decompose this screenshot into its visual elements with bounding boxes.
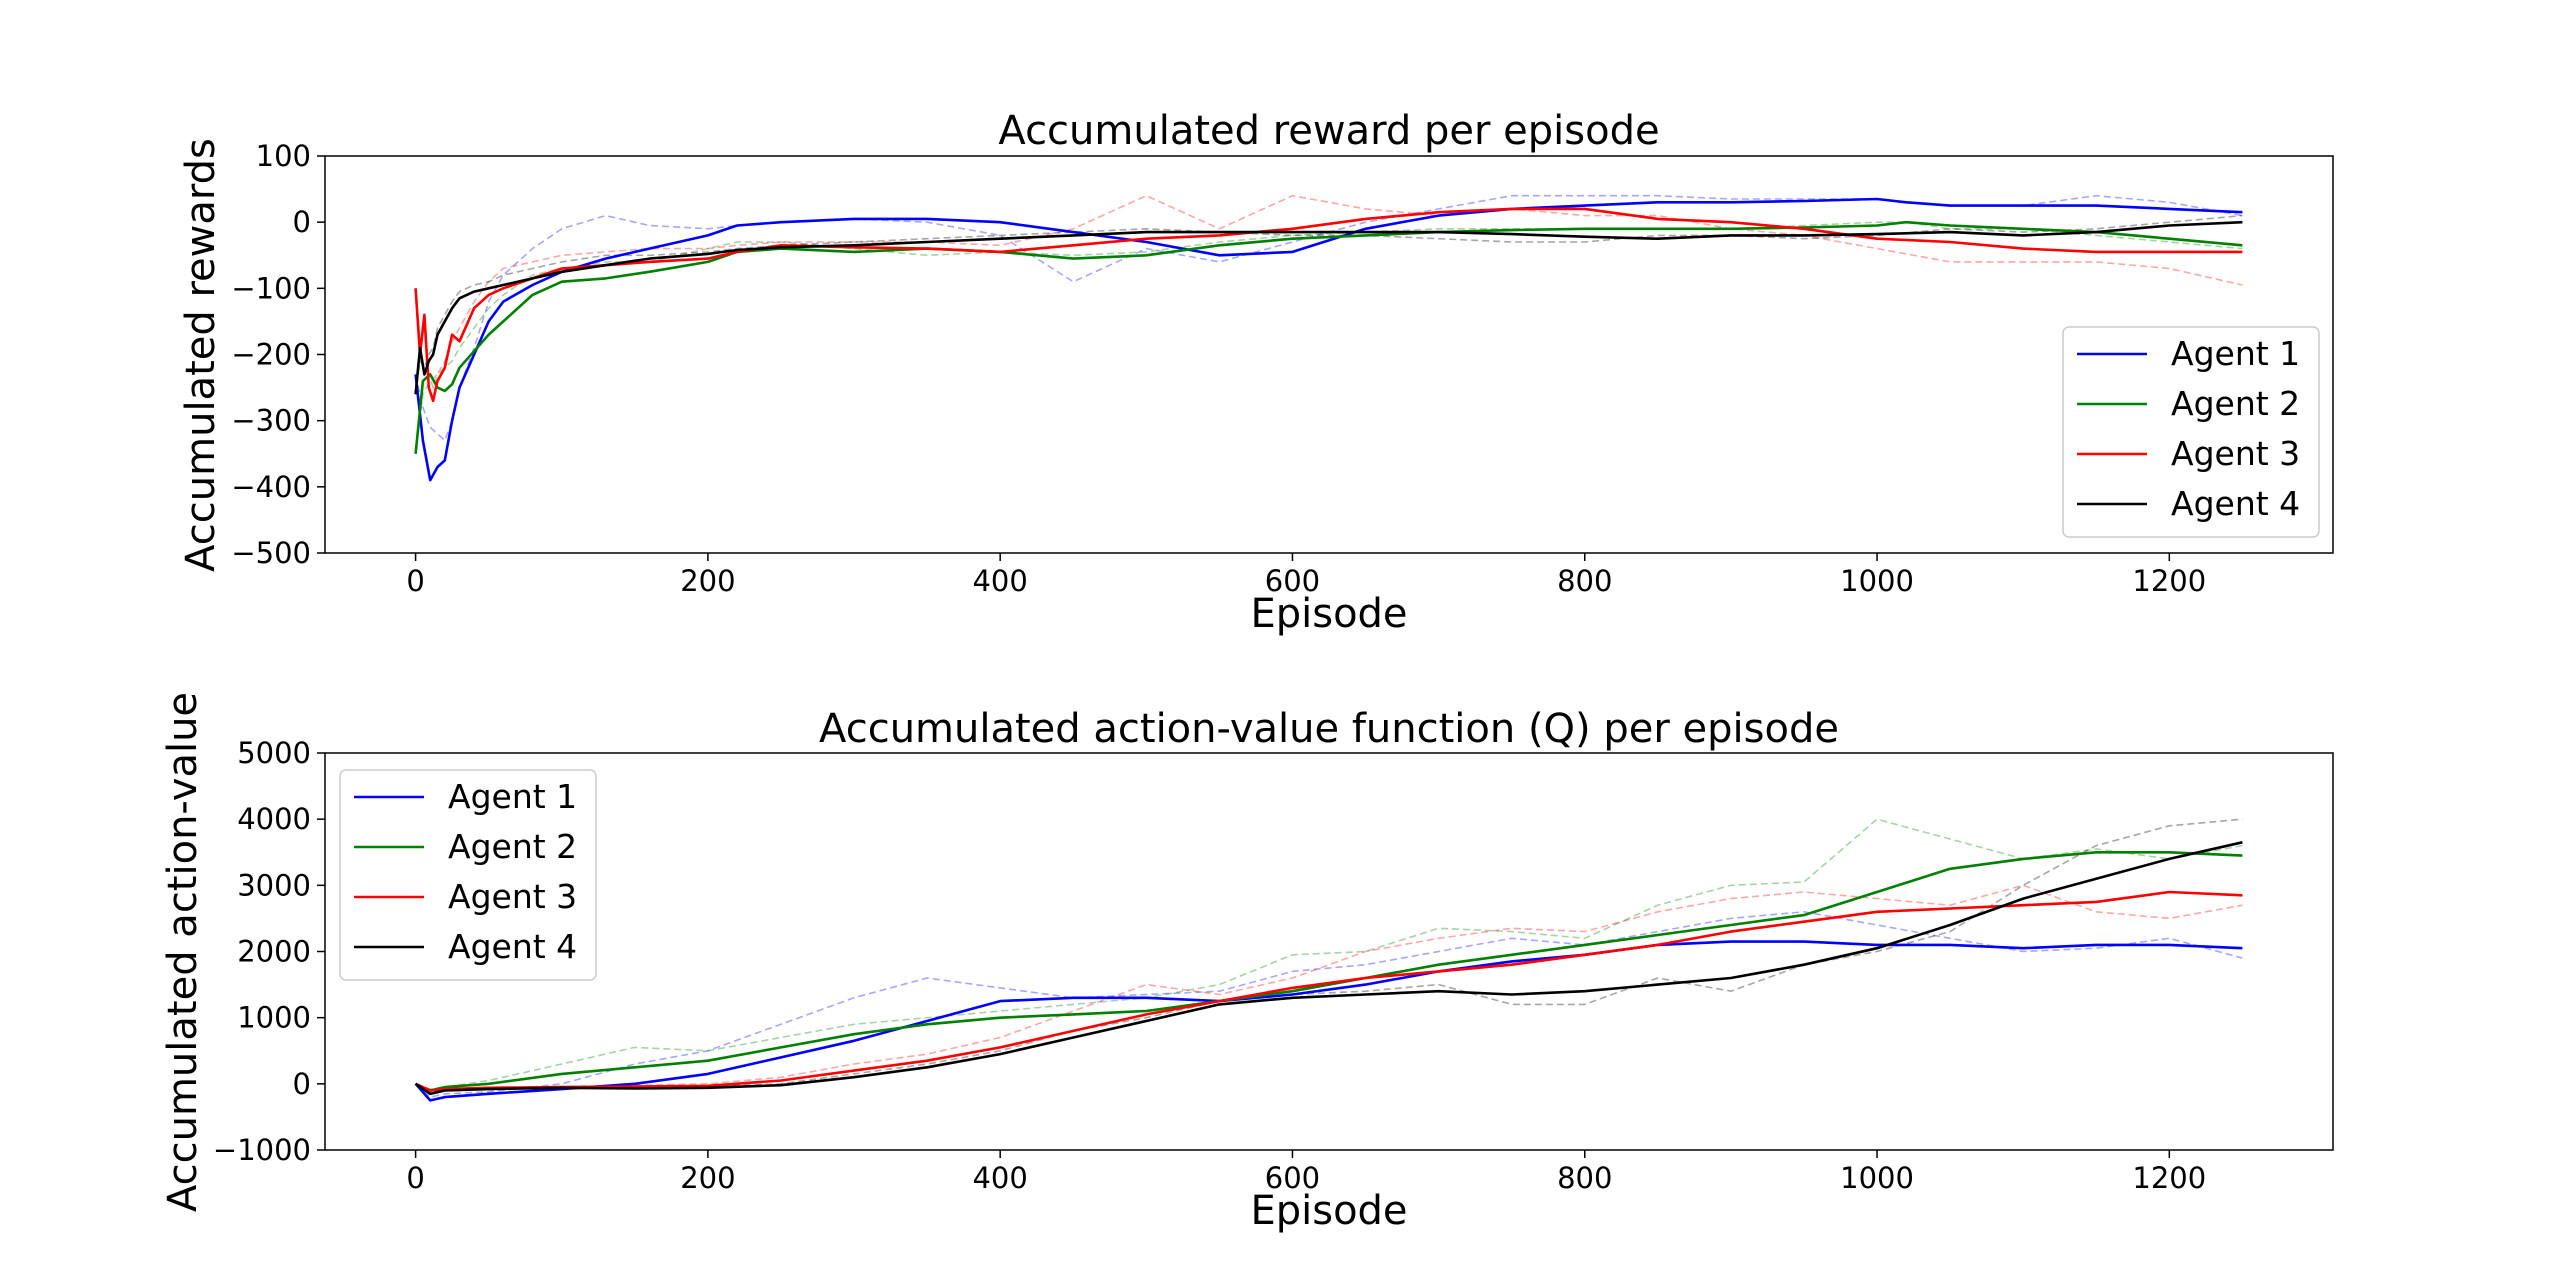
reward-chart-x-tick-label: 1200 — [2132, 564, 2206, 598]
q-value-chart-legend-label-2: Agent 2 — [448, 827, 577, 866]
q-value-chart-x-tick-label: 1000 — [1840, 1161, 1914, 1195]
reward-chart-legend-label-1: Agent 1 — [2171, 334, 2300, 373]
q-value-chart-y-tick-label: 0 — [293, 1067, 311, 1101]
reward-chart-x-tick-label: 1000 — [1840, 564, 1914, 598]
reward-chart-legend: Agent 1 Agent 2 Agent 3 Agent 4 — [2062, 326, 2320, 538]
q-value-chart-y-tick-label: 1000 — [237, 1001, 311, 1035]
q-value-chart-y-tick-label: 4000 — [237, 802, 311, 836]
q-value-chart-y-ticks: −1000 0 1000 2000 3000 4000 5000 — [213, 736, 325, 1167]
q-value-chart-x-axis-label: Episode — [1250, 1188, 1407, 1234]
reward-chart-y-tick-label: 0 — [293, 205, 311, 239]
q-value-chart-series-line-4 — [414, 841, 2243, 1096]
q-value-chart-raw-line-2 — [415, 818, 2243, 1090]
reward-chart-title: Accumulated reward per episode — [998, 108, 1659, 154]
reward-chart-y-tick-label: −500 — [231, 536, 311, 570]
reward-chart: Accumulated reward per episode 0 200 400 60… — [178, 108, 2334, 637]
q-value-chart-legend-label-4: Agent 4 — [448, 927, 577, 966]
reward-chart-series-line-4 — [414, 220, 2243, 395]
reward-chart-x-axis-label: Episode — [1250, 591, 1407, 637]
q-value-chart-y-axis-label: Accumulated action-value — [160, 692, 206, 1212]
reward-chart-x-ticks: 0 200 400 600 800 1000 1200 — [406, 553, 2206, 598]
q-value-chart-x-tick-label: 1200 — [2132, 1161, 2206, 1195]
q-value-chart-series-line-3 — [415, 890, 2243, 1092]
reward-chart-series-line-1 — [414, 197, 2243, 482]
q-value-chart-x-tick-label: 200 — [680, 1161, 735, 1195]
q-value-chart-x-tick-label: 600 — [1265, 1161, 1320, 1195]
reward-chart-legend-label-2: Agent 2 — [2171, 384, 2300, 423]
q-value-chart-y-tick-label: −1000 — [213, 1133, 311, 1167]
reward-chart-y-tick-label: −200 — [231, 338, 311, 372]
reward-chart-y-axis-label: Accumulated rewards — [178, 138, 224, 572]
q-value-chart-x-tick-label: 800 — [1557, 1161, 1612, 1195]
reward-chart-raw-line-2 — [414, 221, 2243, 454]
q-value-chart-raw-line-1 — [415, 910, 2243, 1098]
reward-chart-x-tick-label: 200 — [680, 564, 735, 598]
q-value-chart-legend: Agent 1 Agent 2 Agent 3 Agent 4 — [339, 769, 597, 981]
q-value-chart: Accumulated action-value function (Q) pe… — [160, 692, 2334, 1234]
reward-chart-x-tick-label: 400 — [972, 564, 1027, 598]
q-value-chart-title: Accumulated action-value function (Q) pe… — [819, 706, 1839, 752]
reward-chart-x-tick-label: 600 — [1265, 564, 1320, 598]
q-value-chart-series-line-2 — [415, 850, 2243, 1092]
q-value-chart-y-tick-label: 5000 — [237, 736, 311, 770]
reward-chart-legend-label-3: Agent 3 — [2171, 434, 2300, 473]
q-value-chart-x-tick-label: 400 — [972, 1161, 1027, 1195]
reward-chart-y-ticks: −500 −400 −300 −200 −100 0 100 — [231, 139, 325, 570]
reward-chart-series — [414, 197, 2243, 482]
q-value-chart-x-tick-label: 0 — [406, 1161, 424, 1195]
reward-chart-raw-line-3 — [414, 194, 2243, 391]
reward-chart-legend-label-4: Agent 4 — [2171, 484, 2300, 523]
reward-chart-raw-line-4 — [414, 214, 2243, 395]
reward-chart-y-tick-label: −100 — [231, 271, 311, 305]
reward-chart-legend-box — [2062, 326, 2320, 538]
reward-chart-series-line-3 — [414, 207, 2243, 403]
q-value-chart-legend-label-3: Agent 3 — [448, 877, 577, 916]
q-value-chart-y-tick-label: 3000 — [237, 868, 311, 902]
q-value-chart-legend-label-1: Agent 1 — [448, 777, 577, 816]
q-value-chart-y-tick-label: 2000 — [237, 935, 311, 969]
reward-chart-x-tick-label: 0 — [406, 564, 424, 598]
reward-chart-x-tick-label: 800 — [1557, 564, 1612, 598]
reward-chart-y-tick-label: −300 — [231, 404, 311, 438]
q-value-chart-legend-box — [339, 769, 597, 981]
reward-chart-y-tick-label: −400 — [231, 470, 311, 504]
q-value-chart-series — [414, 841, 2243, 1102]
q-value-chart-x-ticks: 0 200 400 600 800 1000 1200 — [406, 1150, 2206, 1195]
reward-chart-y-tick-label: 100 — [256, 139, 311, 173]
